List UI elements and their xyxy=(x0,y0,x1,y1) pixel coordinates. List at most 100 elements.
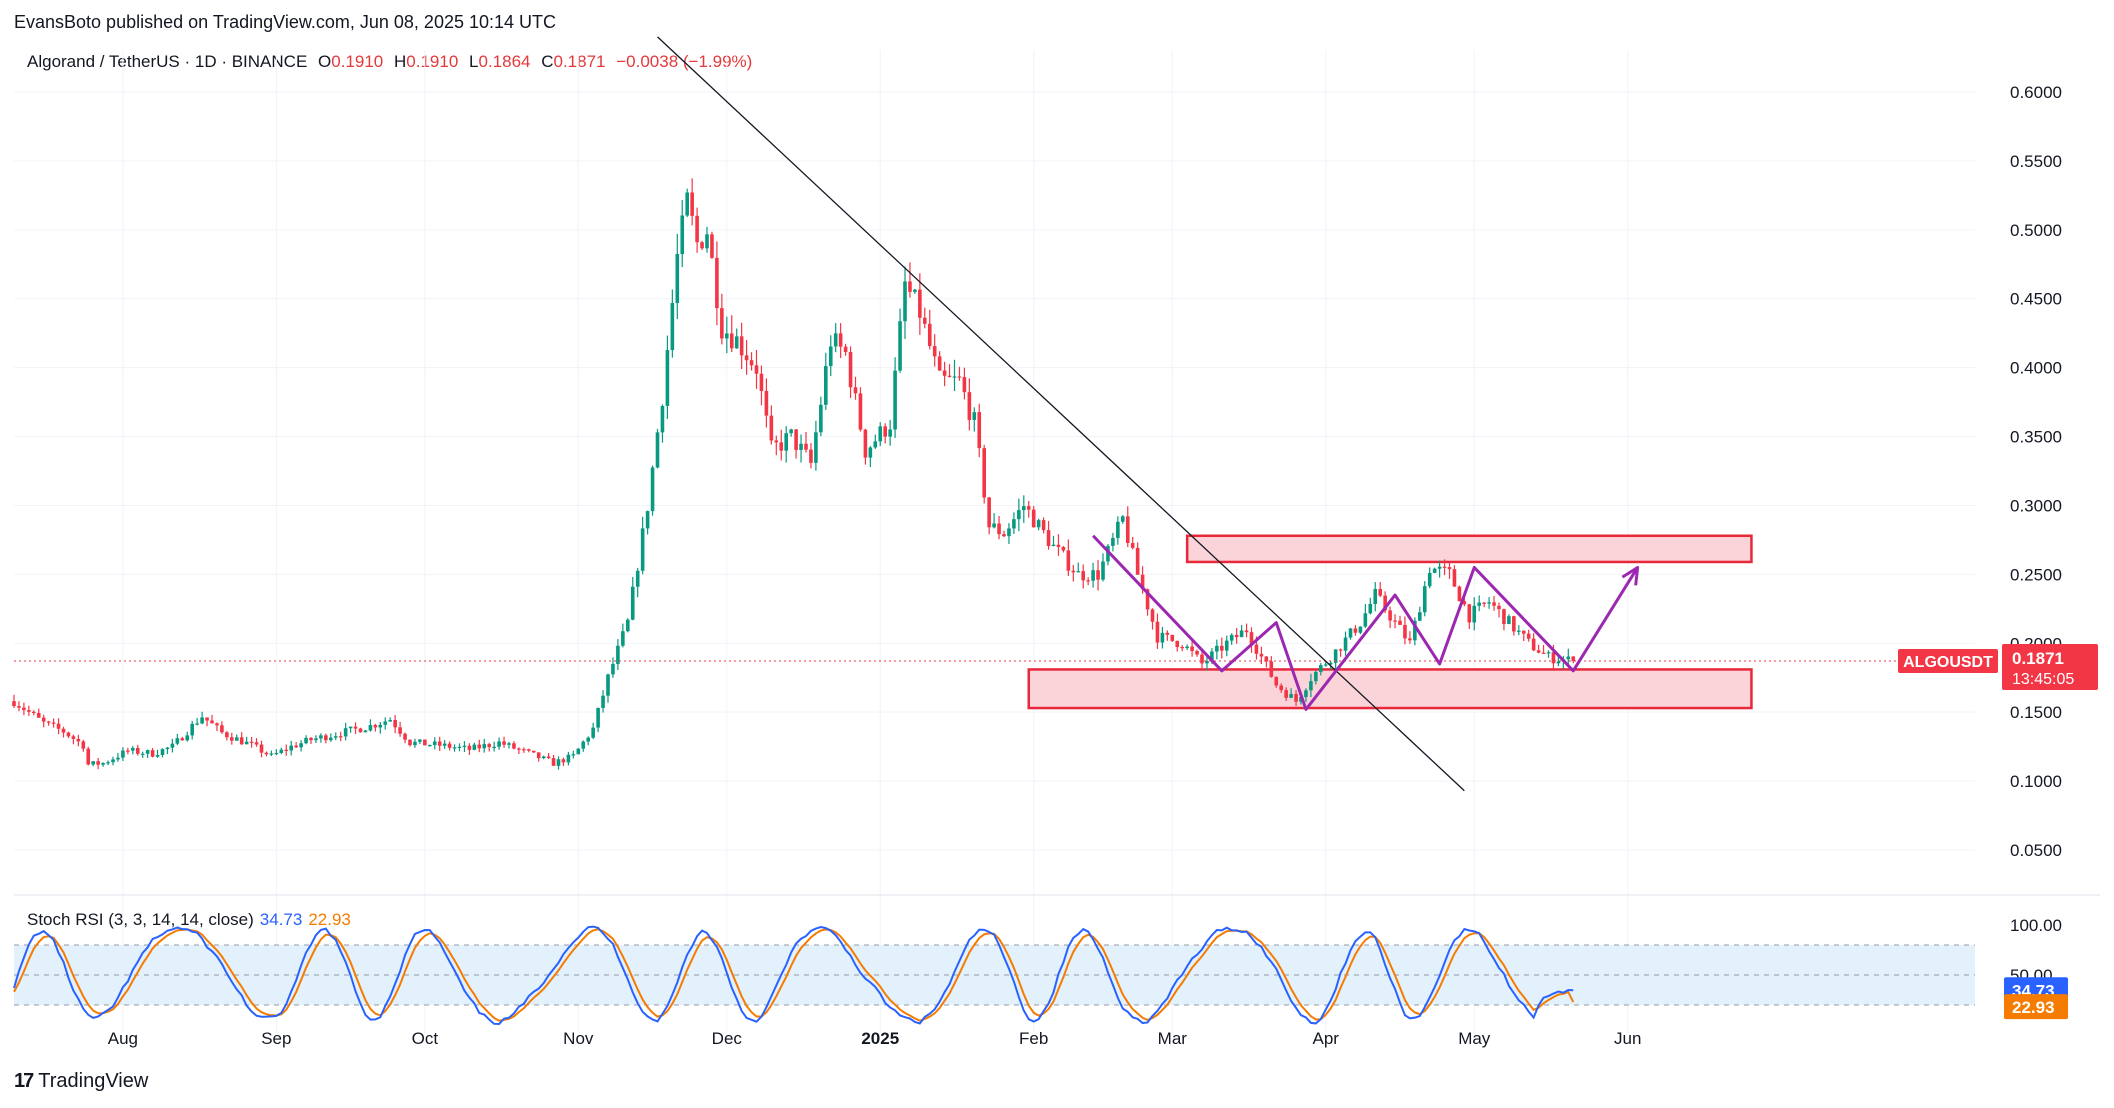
candle xyxy=(1125,516,1130,544)
candle xyxy=(1274,676,1279,686)
candle xyxy=(1041,520,1046,531)
open-label: O xyxy=(318,52,332,71)
candle xyxy=(71,736,76,739)
candle xyxy=(299,743,303,748)
candle xyxy=(1526,633,1531,639)
candle xyxy=(309,737,313,741)
candle xyxy=(1467,604,1472,623)
candle xyxy=(264,752,269,755)
candle xyxy=(799,443,803,450)
candle xyxy=(863,429,868,458)
candle xyxy=(403,733,407,740)
price-grid xyxy=(14,50,2100,1033)
candle xyxy=(205,717,209,721)
price-tick-label: 0.3000 xyxy=(2010,496,2062,515)
candle xyxy=(418,739,422,742)
high-value: 0.1910 xyxy=(406,52,459,71)
candle xyxy=(1383,595,1387,611)
candle xyxy=(962,377,967,393)
candle xyxy=(1135,547,1140,575)
candle xyxy=(1022,506,1026,511)
candle xyxy=(180,738,185,741)
candle xyxy=(76,738,81,742)
candle xyxy=(457,746,462,748)
candle xyxy=(774,440,779,443)
candle xyxy=(12,701,16,707)
candle xyxy=(1170,634,1175,641)
candle xyxy=(695,215,699,243)
candle xyxy=(952,376,957,378)
candle xyxy=(814,432,818,463)
candle xyxy=(1071,570,1076,573)
candle xyxy=(650,467,655,512)
candle xyxy=(957,376,962,378)
candle xyxy=(809,449,813,463)
candle xyxy=(56,723,61,729)
candle xyxy=(472,744,477,750)
candle xyxy=(1294,694,1298,702)
candle xyxy=(398,727,402,734)
candle xyxy=(1531,638,1536,651)
candle xyxy=(428,745,432,747)
candle xyxy=(1284,690,1288,698)
candle xyxy=(531,750,536,753)
candle xyxy=(1348,628,1353,638)
candle xyxy=(1442,566,1447,568)
publisher-label: EvansBoto published on TradingView.com, … xyxy=(14,12,557,32)
candle xyxy=(1220,645,1224,651)
candle xyxy=(1185,646,1189,648)
time-axis: Aug Sep Oct Nov Dec 2025 Feb Mar Apr May Jun xyxy=(108,1029,1642,1048)
stoch-rsi-k-line xyxy=(13,925,1574,1026)
candle xyxy=(32,711,36,713)
candle xyxy=(348,726,353,729)
candle xyxy=(101,763,105,765)
candle xyxy=(804,443,808,450)
candle xyxy=(1323,664,1328,666)
tradingview-logo[interactable]: 17 TradingView xyxy=(14,1070,148,1093)
candle xyxy=(720,308,724,339)
candle xyxy=(1269,661,1274,677)
candle xyxy=(1319,665,1323,672)
candle xyxy=(259,744,264,753)
candle xyxy=(279,749,284,753)
candle xyxy=(873,441,878,448)
price-tag-countdown: 13:45:05 xyxy=(2012,671,2074,688)
candle xyxy=(566,754,571,763)
stoch-rsi-k-value: 34.73 xyxy=(259,910,303,929)
candle xyxy=(1036,520,1041,528)
candle xyxy=(502,741,506,745)
candle xyxy=(333,736,338,738)
candle xyxy=(145,750,150,754)
candle xyxy=(1091,570,1095,581)
candle xyxy=(61,728,66,733)
zone-layer xyxy=(1027,534,1753,710)
candle xyxy=(175,738,180,744)
candle xyxy=(1343,637,1348,651)
candle xyxy=(1422,586,1427,613)
candle xyxy=(616,645,620,664)
candle xyxy=(388,720,392,722)
candle xyxy=(725,333,729,339)
candle xyxy=(729,333,734,349)
symbol-legend[interactable]: Algorand / TetherUS · 1D · BINANCE O0.19… xyxy=(27,52,752,72)
price-axis: 0.05000.10000.15000.20000.25000.30000.35… xyxy=(2010,83,2062,860)
candle xyxy=(210,720,214,724)
ticker-tag-label: ALGOUSDT xyxy=(1903,654,1993,671)
candle xyxy=(86,748,91,765)
candle xyxy=(378,724,383,728)
candle xyxy=(304,737,308,744)
candle xyxy=(1437,566,1442,569)
candle xyxy=(858,393,863,430)
stoch-rsi-legend[interactable]: Stoch RSI (3, 3, 14, 14, close) 34.73 22.9… xyxy=(27,910,351,930)
candle xyxy=(116,757,120,760)
candle xyxy=(551,758,556,766)
candle xyxy=(1536,650,1541,653)
price-tick-label: 0.4000 xyxy=(2010,359,2062,378)
candle xyxy=(1249,632,1254,645)
candle xyxy=(338,736,343,738)
candle xyxy=(1427,572,1432,587)
candle xyxy=(546,756,551,759)
candle xyxy=(442,743,447,746)
